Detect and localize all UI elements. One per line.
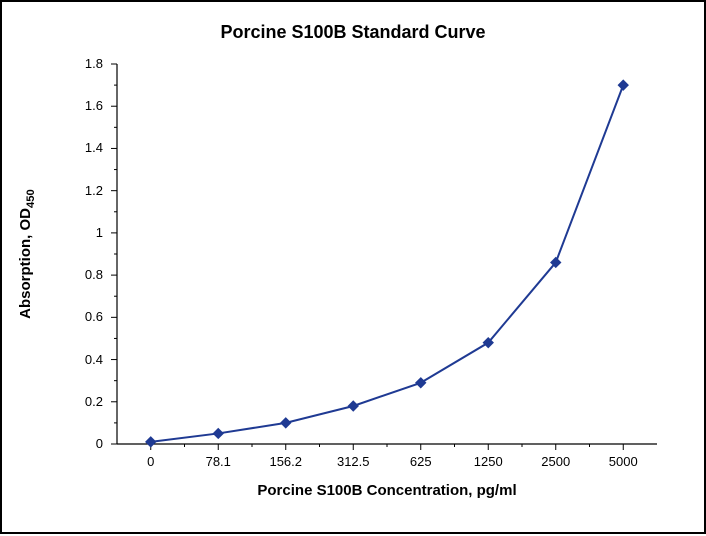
data-marker	[618, 80, 628, 90]
x-tick-label: 156.2	[256, 454, 316, 469]
x-tick-label: 5000	[593, 454, 653, 469]
y-tick-label: 0.4	[63, 352, 103, 367]
y-tick-label: 1	[63, 225, 103, 240]
y-tick-label: 1.6	[63, 98, 103, 113]
x-tick-label: 1250	[458, 454, 518, 469]
data-marker	[146, 437, 156, 447]
x-tick-label: 0	[121, 454, 181, 469]
x-tick-label: 2500	[526, 454, 586, 469]
data-marker	[416, 378, 426, 388]
y-tick-label: 0.6	[63, 309, 103, 324]
data-marker	[213, 428, 223, 438]
x-tick-label: 78.1	[188, 454, 248, 469]
chart-frame: Porcine S100B Standard Curve Absorption,…	[0, 0, 706, 534]
y-tick-label: 0	[63, 436, 103, 451]
x-tick-label: 312.5	[323, 454, 383, 469]
y-tick-label: 0.8	[63, 267, 103, 282]
y-tick-label: 1.2	[63, 183, 103, 198]
data-marker	[281, 418, 291, 428]
x-tick-label: 625	[391, 454, 451, 469]
y-tick-label: 1.4	[63, 140, 103, 155]
data-marker	[348, 401, 358, 411]
y-tick-label: 1.8	[63, 56, 103, 71]
y-tick-label: 0.2	[63, 394, 103, 409]
